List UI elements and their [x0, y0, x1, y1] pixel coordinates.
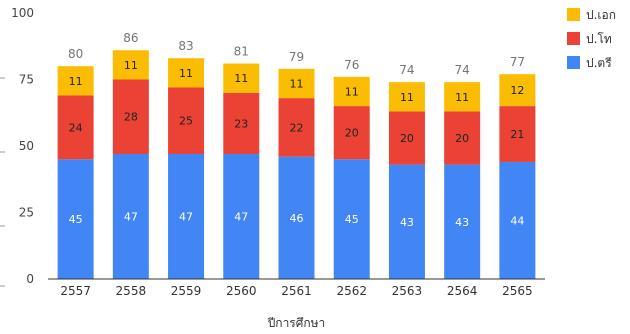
bar-segment-label: 47 — [234, 210, 248, 223]
x-tick-label: 2561 — [281, 284, 312, 298]
bar-segment-label: 23 — [234, 117, 248, 130]
bar-segment-label: 28 — [124, 111, 138, 124]
bar-segment — [223, 153, 260, 279]
bar-segment-label: 43 — [455, 216, 469, 229]
bar-total-label: 81 — [234, 45, 249, 59]
bar-segment — [388, 164, 425, 279]
bar-segment-label: 20 — [345, 127, 359, 140]
bar-segment — [499, 161, 536, 279]
y-tick-label: 0 — [26, 272, 34, 286]
bar-segment — [168, 153, 205, 279]
legend-label: ป.ตรี — [586, 56, 612, 70]
bar-segment-label: 11 — [400, 91, 414, 104]
bar-segment-label: 11 — [69, 75, 83, 88]
y-tick-label: 25 — [19, 206, 34, 220]
bar-segment — [112, 79, 149, 154]
bar-segment-label: 46 — [290, 212, 304, 225]
bar-segment — [388, 111, 425, 165]
y-axis: 0 25 50 75 100 — [0, 6, 34, 287]
bar-segment — [333, 159, 370, 279]
bar-segment — [168, 58, 205, 88]
bar-segment — [57, 159, 94, 279]
bar-segment-label: 20 — [400, 132, 414, 145]
y-tick-label: 75 — [19, 73, 34, 87]
bar-segment — [444, 82, 481, 112]
bar-total-label: 80 — [68, 47, 83, 61]
bar-segment-label: 11 — [179, 67, 193, 80]
bar-segment — [223, 92, 260, 154]
bar-segment — [333, 76, 370, 107]
x-tick-label: 2557 — [60, 284, 91, 298]
bar-segment-label: 11 — [455, 91, 469, 104]
bar-segment-label: 20 — [455, 132, 469, 145]
bar-segment-label: 11 — [124, 59, 138, 72]
bar-segment-label: 47 — [124, 210, 138, 223]
bar-segment-label: 21 — [510, 128, 524, 141]
bar-segment — [388, 82, 425, 112]
bar-segment — [499, 106, 536, 162]
bar-segment-label: 47 — [179, 210, 193, 223]
bar-total-label: 77 — [510, 55, 525, 69]
bar-segment — [112, 153, 149, 279]
bar-total-label: 76 — [344, 58, 359, 72]
bar-segment-label: 24 — [69, 121, 83, 134]
legend-label: ป.โท — [586, 32, 612, 46]
legend-label: ป.เอก — [586, 8, 616, 22]
bar-segment — [278, 156, 315, 279]
bar-segment-label: 11 — [234, 72, 248, 85]
bar-segment — [278, 98, 315, 157]
bar-segment — [57, 95, 94, 160]
bar-total-label: 74 — [455, 63, 470, 77]
bar-segment-label: 25 — [179, 115, 193, 128]
bar-total-label: 74 — [399, 63, 414, 77]
bar-total-label: 83 — [178, 39, 193, 53]
bar-segment — [333, 106, 370, 160]
bar-segment-label: 45 — [69, 213, 83, 226]
x-tick-label: 2565 — [502, 284, 533, 298]
bar-segment-label: 11 — [290, 77, 304, 90]
bar-segment-label: 43 — [400, 216, 414, 229]
bar-segment — [278, 68, 315, 99]
x-tick-label: 2560 — [226, 284, 257, 298]
x-tick-label: 2564 — [447, 284, 478, 298]
bar-segment — [223, 63, 260, 93]
legend-swatch — [567, 8, 580, 21]
bar-segment-label: 45 — [345, 213, 359, 226]
x-tick-label: 2559 — [171, 284, 202, 298]
legend-swatch — [567, 56, 580, 69]
x-axis-labels: 2557 2558 2559 2560 2561 2562 2563 2564 2565 — [60, 284, 532, 298]
bar-total-label: 79 — [289, 50, 304, 64]
bar-segment — [444, 111, 481, 165]
y-tick-label: 100 — [11, 6, 34, 20]
x-tick-label: 2563 — [392, 284, 423, 298]
bar-total-label: 86 — [123, 31, 138, 45]
bar-segment — [168, 87, 205, 154]
bar-segment-label: 44 — [510, 214, 524, 227]
x-tick-label: 2562 — [336, 284, 367, 298]
bar-segment-label: 22 — [290, 121, 304, 134]
bar-segment — [444, 164, 481, 279]
y-tick-label: 50 — [19, 139, 34, 153]
x-axis-title: ปีการศึกษา — [267, 316, 325, 330]
bar-segment-label: 12 — [510, 84, 524, 97]
x-tick-label: 2558 — [116, 284, 147, 298]
bar-segment-label: 11 — [345, 85, 359, 98]
bar-segment — [57, 66, 94, 96]
bars: 45 24 11 80 47 28 11 86 47 25 11 83 47 23 11 81 46 22 11 79… — [57, 31, 536, 279]
legend-swatch — [567, 32, 580, 45]
bar-segment — [112, 50, 149, 80]
bar-segment — [499, 74, 536, 107]
